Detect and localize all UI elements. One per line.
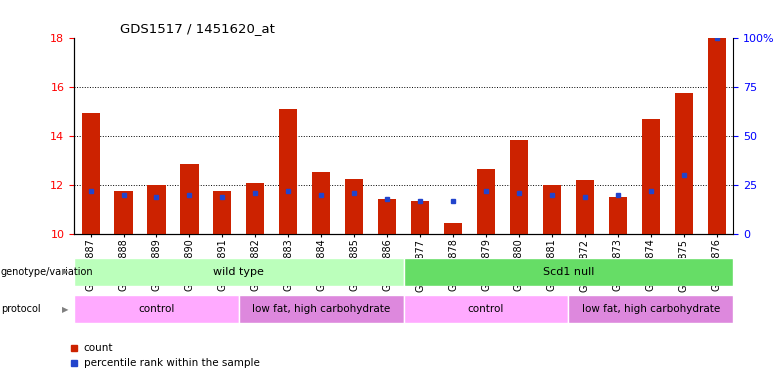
Bar	[312, 172, 330, 234]
Text: percentile rank within the sample: percentile rank within the sample	[84, 358, 260, 368]
Text: protocol: protocol	[1, 304, 41, 314]
Text: ▶: ▶	[62, 267, 69, 276]
Bar	[147, 185, 165, 234]
Bar	[642, 119, 660, 234]
Text: low fat, high carbohydrate: low fat, high carbohydrate	[252, 304, 390, 314]
Bar	[214, 191, 232, 234]
Text: count: count	[84, 343, 113, 352]
Bar	[74, 295, 239, 323]
Bar	[115, 191, 133, 234]
Text: control: control	[138, 304, 175, 314]
Bar	[246, 183, 264, 234]
Bar	[444, 223, 462, 234]
Bar	[707, 38, 725, 234]
Text: wild type: wild type	[214, 267, 264, 277]
Bar	[543, 185, 561, 234]
Bar	[510, 140, 528, 234]
Text: Scd1 null: Scd1 null	[543, 267, 594, 277]
Bar	[378, 199, 396, 234]
Bar	[576, 180, 594, 234]
Text: genotype/variation: genotype/variation	[1, 267, 94, 277]
Bar	[477, 169, 495, 234]
Bar	[239, 295, 404, 323]
Bar	[675, 93, 693, 234]
Bar	[411, 201, 429, 234]
Bar	[569, 295, 733, 323]
Bar	[180, 164, 198, 234]
Bar	[404, 258, 733, 286]
Bar	[609, 198, 627, 234]
Bar	[74, 258, 404, 286]
Text: ▶: ▶	[62, 304, 69, 313]
Text: low fat, high carbohydrate: low fat, high carbohydrate	[582, 304, 720, 314]
Bar	[279, 109, 297, 234]
Bar	[82, 112, 100, 234]
Bar	[404, 295, 569, 323]
Text: control: control	[468, 304, 504, 314]
Text: GDS1517 / 1451620_at: GDS1517 / 1451620_at	[120, 22, 275, 35]
Bar	[346, 179, 363, 234]
